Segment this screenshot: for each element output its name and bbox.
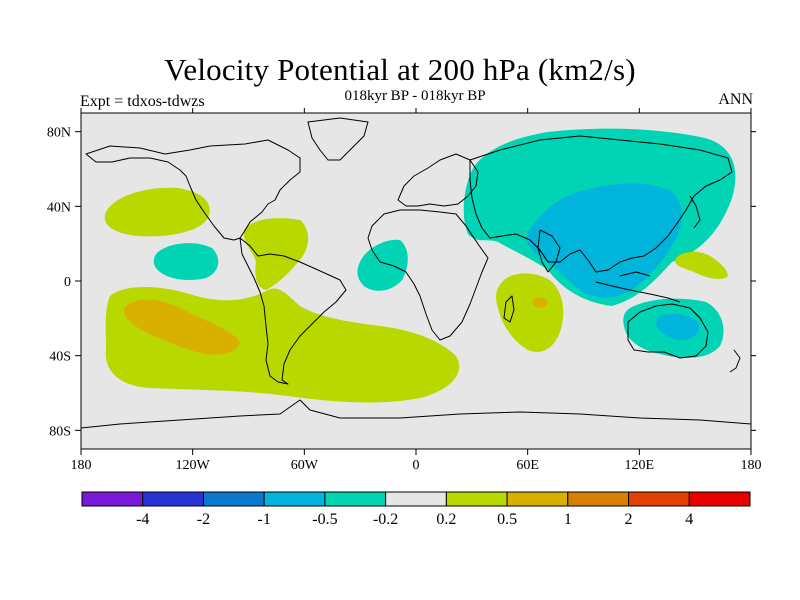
coast-europe <box>397 153 479 207</box>
colorbar: -4 -2 -1 -0.5 -0.2 0.2 0.5 1 2 4 <box>81 491 751 528</box>
map-panel: 180 120W 60W 0 60E 120E 180 80N 40N 0 40S 80S <box>47 108 762 473</box>
colorbar-swatch <box>688 491 751 507</box>
colorbar-label: -0.5 <box>312 511 337 528</box>
figure-subtitle: 018kyr BP - 018kyr BP <box>344 88 486 104</box>
colorbar-label: 4 <box>685 511 693 528</box>
colorbar-label: 2 <box>625 511 633 528</box>
colorbar-swatch <box>628 491 690 507</box>
indian-ocean-positive <box>496 273 564 352</box>
y-tick-label: 80N <box>47 126 71 141</box>
season-label: ANN <box>718 91 753 108</box>
colorbar-swatch <box>324 491 387 507</box>
y-tick-label: 40N <box>47 200 71 215</box>
colorbar-swatch <box>263 491 326 507</box>
y-tick-label: 0 <box>64 275 71 290</box>
colorbar-label: -4 <box>136 511 149 528</box>
colorbar-label: 0.2 <box>436 511 456 528</box>
coast-asia <box>469 135 733 273</box>
colorbar-swatch <box>202 491 265 507</box>
x-tick-label: 180 <box>71 458 92 473</box>
south-pacific-core-positive <box>123 299 240 355</box>
australia-core-negative <box>656 314 700 340</box>
west-pacific-positive <box>675 251 728 279</box>
caribbean-positive <box>243 218 309 290</box>
colorbar-label: 0.5 <box>497 511 517 528</box>
atlantic-negative <box>357 239 408 291</box>
x-tick-label: 120W <box>176 458 211 473</box>
y-axis: 80N 40N 0 40S 80S <box>47 126 756 439</box>
colorbar-label: 1 <box>564 511 572 528</box>
x-tick-label: 120E <box>625 458 655 473</box>
colorbar-swatch <box>445 491 508 507</box>
x-tick-label: 180 <box>741 458 762 473</box>
contour-fills <box>104 128 736 403</box>
coastlines <box>80 117 752 429</box>
colorbar-label: -0.2 <box>373 511 398 528</box>
experiment-label: Expt = tdxos-tdwzs <box>80 93 205 110</box>
coast-africa <box>367 209 489 341</box>
colorbar-label: -2 <box>197 511 210 528</box>
indian-ocean-core-positive <box>532 297 548 308</box>
colorbar-swatch <box>506 491 569 507</box>
x-tick-label: 0 <box>413 458 420 473</box>
colorbar-swatch <box>142 491 204 507</box>
colorbar-label: -1 <box>258 511 271 528</box>
coast-india <box>537 229 561 273</box>
coast-north-america <box>85 139 301 241</box>
x-tick-label: 60W <box>291 458 319 473</box>
coast-new-zealand <box>729 349 741 373</box>
coast-japan <box>689 195 701 229</box>
coast-antarctica <box>80 399 752 429</box>
coast-south-america <box>239 237 347 385</box>
colorbar-swatch <box>567 491 630 507</box>
east-pacific-negative <box>153 243 219 280</box>
coast-madagascar <box>503 295 515 323</box>
asia-core-negative <box>526 183 682 298</box>
figure-title: Velocity Potential at 200 hPa (km2/s) <box>164 52 636 87</box>
colorbar-swatch <box>81 491 144 507</box>
x-tick-label: 60E <box>516 458 539 473</box>
coast-greenland <box>307 117 369 161</box>
colorbar-swatch <box>385 491 447 507</box>
coast-indonesia <box>595 271 681 303</box>
coast-australia <box>627 303 709 359</box>
y-tick-label: 40S <box>49 350 71 365</box>
north-pacific-positive <box>104 187 210 237</box>
x-axis: 180 120W 60W 0 60E 120E 180 <box>71 108 762 473</box>
y-tick-label: 80S <box>49 424 71 439</box>
